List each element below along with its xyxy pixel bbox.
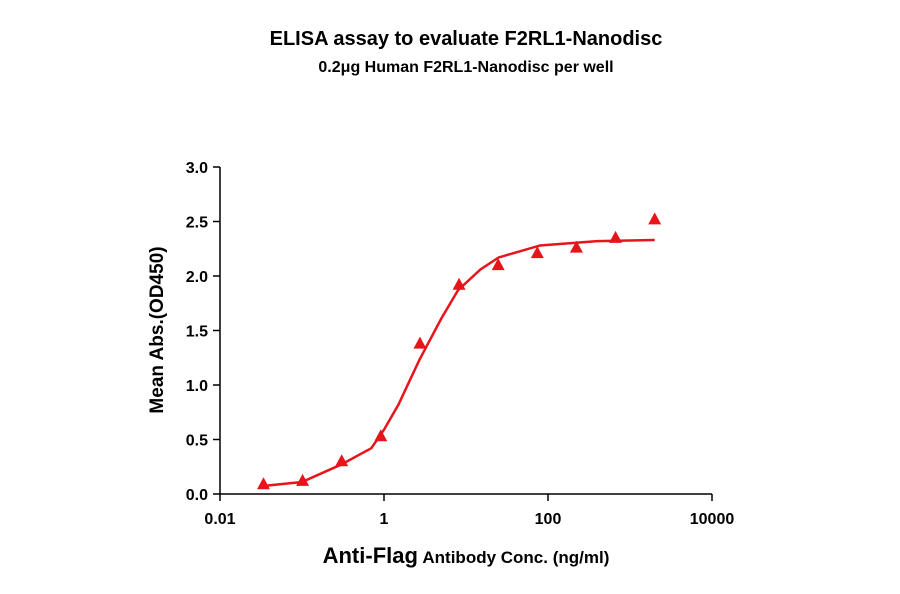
- y-tick-label: 1.0: [186, 378, 208, 395]
- data-point: [296, 473, 310, 486]
- x-axis-label: Anti-Flag Antibody Conc. (ng/ml): [323, 543, 610, 568]
- y-tick-label: 0.0: [186, 487, 208, 504]
- x-tick-label: 100: [535, 511, 562, 528]
- x-tick-label: 10000: [690, 511, 735, 528]
- data-point: [491, 258, 505, 271]
- x-axis-label-sub: Antibody Conc. (ng/ml): [422, 548, 609, 567]
- x-tick-label: 1: [380, 511, 389, 528]
- data-point: [335, 454, 349, 467]
- fit-curve: [258, 238, 655, 488]
- data-point: [648, 212, 662, 225]
- x-axis-label-main: Anti-Flag: [323, 543, 418, 568]
- x-tick-label: 0.01: [204, 511, 235, 528]
- chart-title: ELISA assay to evaluate F2RL1-Nanodisc: [270, 28, 663, 50]
- y-tick-label: 2.5: [186, 215, 208, 232]
- data-point: [452, 277, 466, 290]
- y-axis-label: Mean Abs.(OD450): [147, 246, 168, 413]
- y-tick-label: 0.5: [186, 433, 208, 450]
- y-tick-label: 1.5: [186, 324, 208, 341]
- data-point: [530, 246, 544, 259]
- data-point: [256, 477, 270, 490]
- y-tick-label: 3.0: [186, 160, 208, 177]
- data-point: [374, 429, 388, 442]
- data-point: [413, 336, 427, 349]
- chart-subtitle: 0.2μg Human F2RL1-Nanodisc per well: [318, 59, 613, 76]
- data-point: [569, 240, 583, 253]
- y-tick-label: 2.0: [186, 269, 208, 286]
- data-point: [609, 230, 623, 243]
